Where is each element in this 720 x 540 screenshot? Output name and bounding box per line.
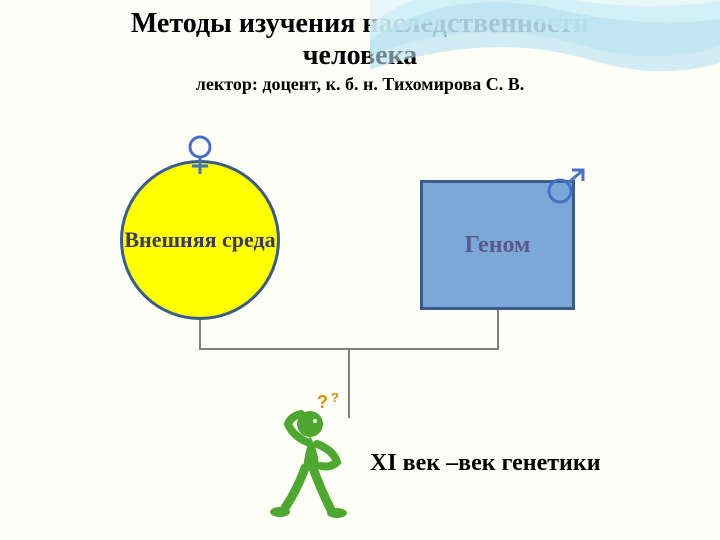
connector-left-drop	[199, 320, 201, 348]
male-symbol-icon	[545, 166, 589, 206]
title-line2: человека	[303, 40, 418, 71]
node-environment: Внешняя среда	[120, 160, 280, 320]
subtitle: лектор: доцент, к. б. н. Тихомирова С. В…	[0, 74, 720, 95]
diagram-area: Внешняя среда Геном ? ?	[0, 140, 720, 520]
bottom-text: XI век –век генетики	[370, 450, 601, 477]
page-title: Методы изучения наследственности человек…	[0, 0, 720, 72]
node-environment-label: Внешняя среда	[124, 228, 275, 252]
female-symbol-icon	[183, 134, 217, 178]
svg-text:?: ?	[331, 390, 339, 405]
svg-text:?: ?	[317, 392, 328, 412]
thinker-icon: ? ?	[255, 390, 375, 530]
node-genome-label: Геном	[465, 232, 531, 259]
title-line1: Методы изучения наследственности	[131, 8, 589, 39]
connector-right-drop	[497, 310, 499, 348]
